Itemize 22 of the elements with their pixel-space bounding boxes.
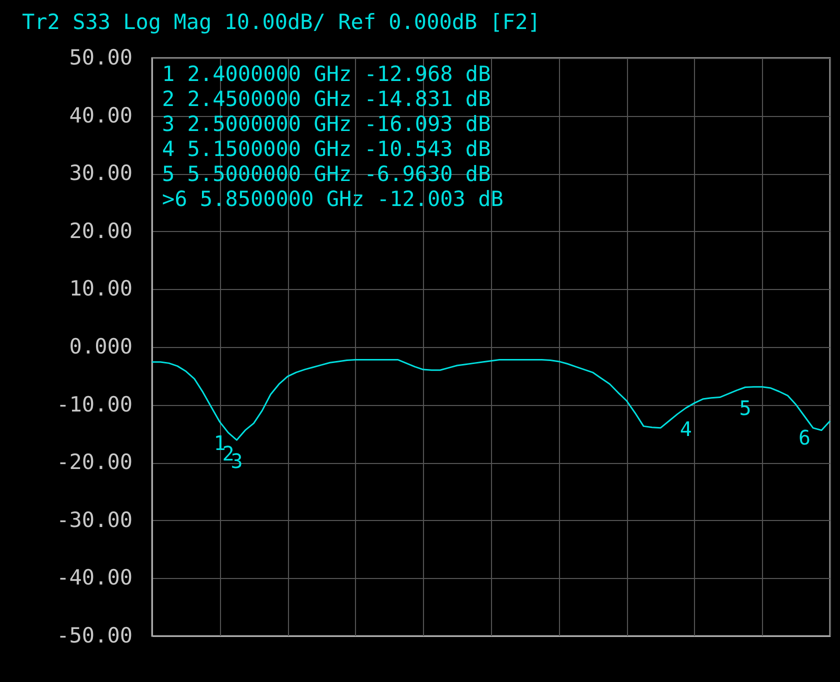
y-tick-label: 0.000: [69, 334, 132, 358]
y-tick-label: -40.00: [56, 566, 132, 590]
annotation: 5 5.5000000 GHz -6.9630 dB: [162, 162, 491, 186]
y-tick-label: 20.00: [69, 218, 132, 243]
annotation: 1 2.4000000 GHz -12.968 dB: [162, 62, 491, 86]
annotation: >6 5.8500000 GHz -12.003 dB: [162, 187, 504, 211]
annotation: 4 5.1500000 GHz -10.543 dB: [162, 137, 491, 161]
annotation: 3 2.5000000 GHz -16.093 dB: [162, 112, 491, 136]
y-tick-label: -50.00: [56, 624, 132, 648]
annotation: 1: [214, 430, 226, 455]
y-tick-label: 40.00: [69, 103, 132, 128]
annotation: 4: [680, 416, 692, 441]
y-tick-label: -20.00: [56, 450, 132, 474]
y-tick-label: -10.00: [56, 392, 132, 416]
chart-title: Tr2 S33 Log Mag 10.00dB/ Ref 0.000dB [F2]: [22, 10, 540, 34]
y-tick-label: 10.00: [69, 276, 132, 301]
y-tick-label: 30.00: [69, 161, 132, 186]
annotation: 5: [739, 396, 752, 420]
y-tick-label: 50.00: [69, 46, 132, 70]
annotation: 6: [798, 425, 811, 450]
annotation: 2 2.4500000 GHz -14.831 dB: [162, 87, 491, 111]
y-tick-label: -30.00: [56, 508, 132, 532]
